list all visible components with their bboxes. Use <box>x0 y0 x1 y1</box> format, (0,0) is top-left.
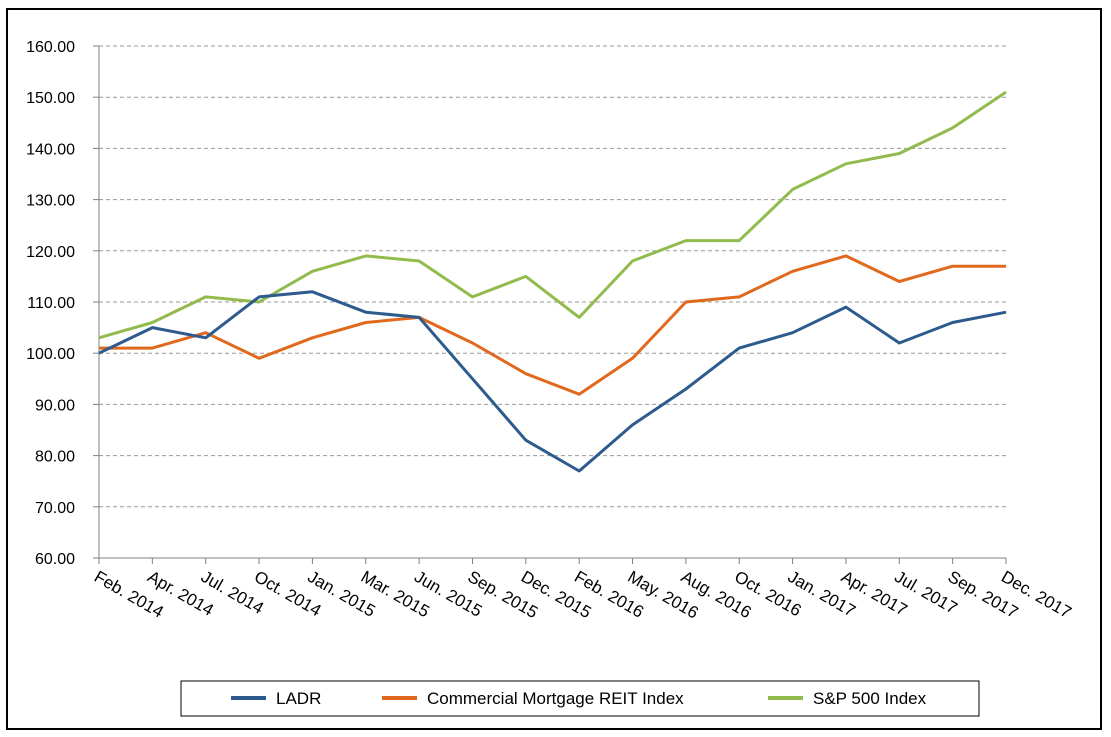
series-line-reit <box>99 254 1006 396</box>
y-tick-label: 130.00 <box>26 193 75 210</box>
y-tick-label: 80.00 <box>35 449 75 466</box>
gridlines <box>99 45 1006 508</box>
legend-label-reit: Commercial Mortgage REIT Index <box>427 689 684 708</box>
y-tick-label: 100.00 <box>26 346 75 363</box>
y-tick-label: 150.00 <box>26 90 75 107</box>
y-tick-label: 160.00 <box>26 39 75 56</box>
series <box>98 90 1007 473</box>
y-tick-label: 120.00 <box>26 244 75 261</box>
series-line-sp500 <box>98 90 1007 340</box>
y-tick-label: 60.00 <box>35 551 75 568</box>
y-tick-label: 110.00 <box>27 295 75 312</box>
y-tick-label: 70.00 <box>35 500 75 517</box>
legend-label-sp500: S&P 500 Index <box>813 689 927 708</box>
y-tick-label: 90.00 <box>35 397 75 414</box>
series-line-ladr <box>98 290 1007 473</box>
y-ticks: 160.00 150.00 140.00 130.00 120.00 110.00 100.… <box>26 39 99 568</box>
legend-box <box>180 680 980 717</box>
legend: LADR Commercial Mortgage REIT Index S&P … <box>180 680 980 717</box>
legend-label-ladr: LADR <box>276 689 321 708</box>
y-tick-label: 140.00 <box>26 141 75 158</box>
chart-frame <box>6 8 1102 730</box>
